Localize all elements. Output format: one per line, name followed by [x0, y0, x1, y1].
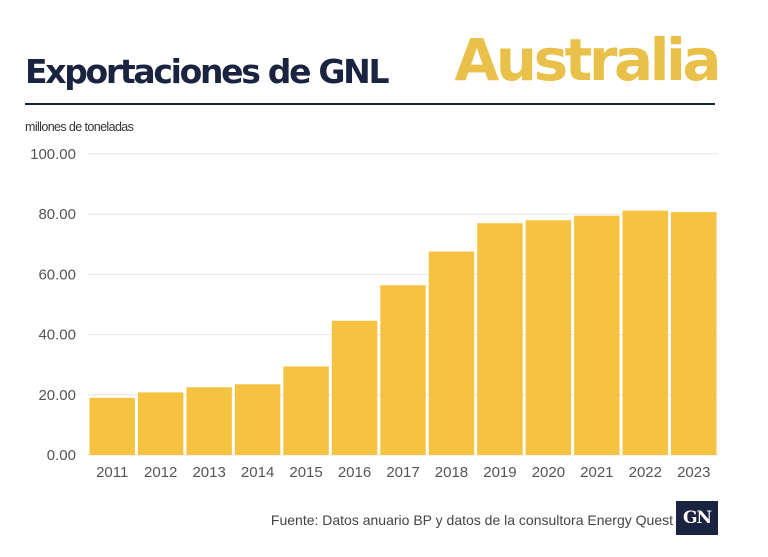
bar-2015 — [283, 366, 329, 455]
gnl-global-logo: GN — [676, 501, 718, 535]
bar-2013 — [186, 387, 232, 455]
bar-2021 — [574, 215, 620, 455]
bar-2011 — [89, 397, 135, 455]
y-tick-label: 100.00 — [30, 146, 76, 163]
bar-2014 — [234, 384, 281, 455]
x-axis-ticks: 2011 2012 2013 2014 2015 2016 2017 2018 2019 2020… — [96, 464, 710, 481]
x-tick-label: 2020 — [532, 464, 565, 481]
y-axis-unit-label: millones de toneladas — [25, 120, 134, 134]
y-tick-label: 60.00 — [38, 266, 76, 283]
bar-2018 — [428, 251, 475, 455]
x-tick-label: 2011 — [96, 464, 128, 481]
y-axis-ticks: 0.00 20.00 40.00 60.00 80.00 100.00 — [30, 146, 76, 464]
x-tick-label: 2014 — [241, 464, 274, 481]
x-tick-label: 2023 — [677, 464, 710, 481]
x-tick-label: 2015 — [289, 464, 322, 481]
y-tick-label: 40.00 — [38, 327, 76, 344]
chart-title: Exportaciones de GNL — [25, 52, 390, 91]
bar-2020 — [525, 220, 572, 455]
bar-2023 — [671, 212, 717, 455]
bar-2012 — [137, 392, 184, 455]
x-tick-label: 2022 — [629, 464, 662, 481]
y-tick-label: 0.00 — [47, 447, 76, 464]
x-tick-label: 2021 — [580, 464, 613, 481]
x-tick-label: 2013 — [192, 464, 225, 481]
title-divider — [25, 103, 715, 105]
country-label: Australia — [454, 26, 721, 94]
bar-2016 — [331, 320, 378, 455]
x-tick-label: 2018 — [435, 464, 468, 481]
bar-2019 — [477, 223, 523, 455]
y-tick-label: 20.00 — [38, 387, 76, 404]
x-tick-label: 2016 — [338, 464, 371, 481]
x-tick-label: 2019 — [483, 464, 516, 481]
bar-2017 — [380, 285, 426, 455]
x-tick-label: 2017 — [386, 464, 419, 481]
y-tick-label: 80.00 — [38, 206, 76, 223]
x-tick-label: 2012 — [144, 464, 177, 481]
bar-2022 — [622, 210, 669, 455]
bars — [89, 210, 717, 455]
source-note: Fuente: Datos anuario BP y datos de la c… — [270, 512, 673, 528]
